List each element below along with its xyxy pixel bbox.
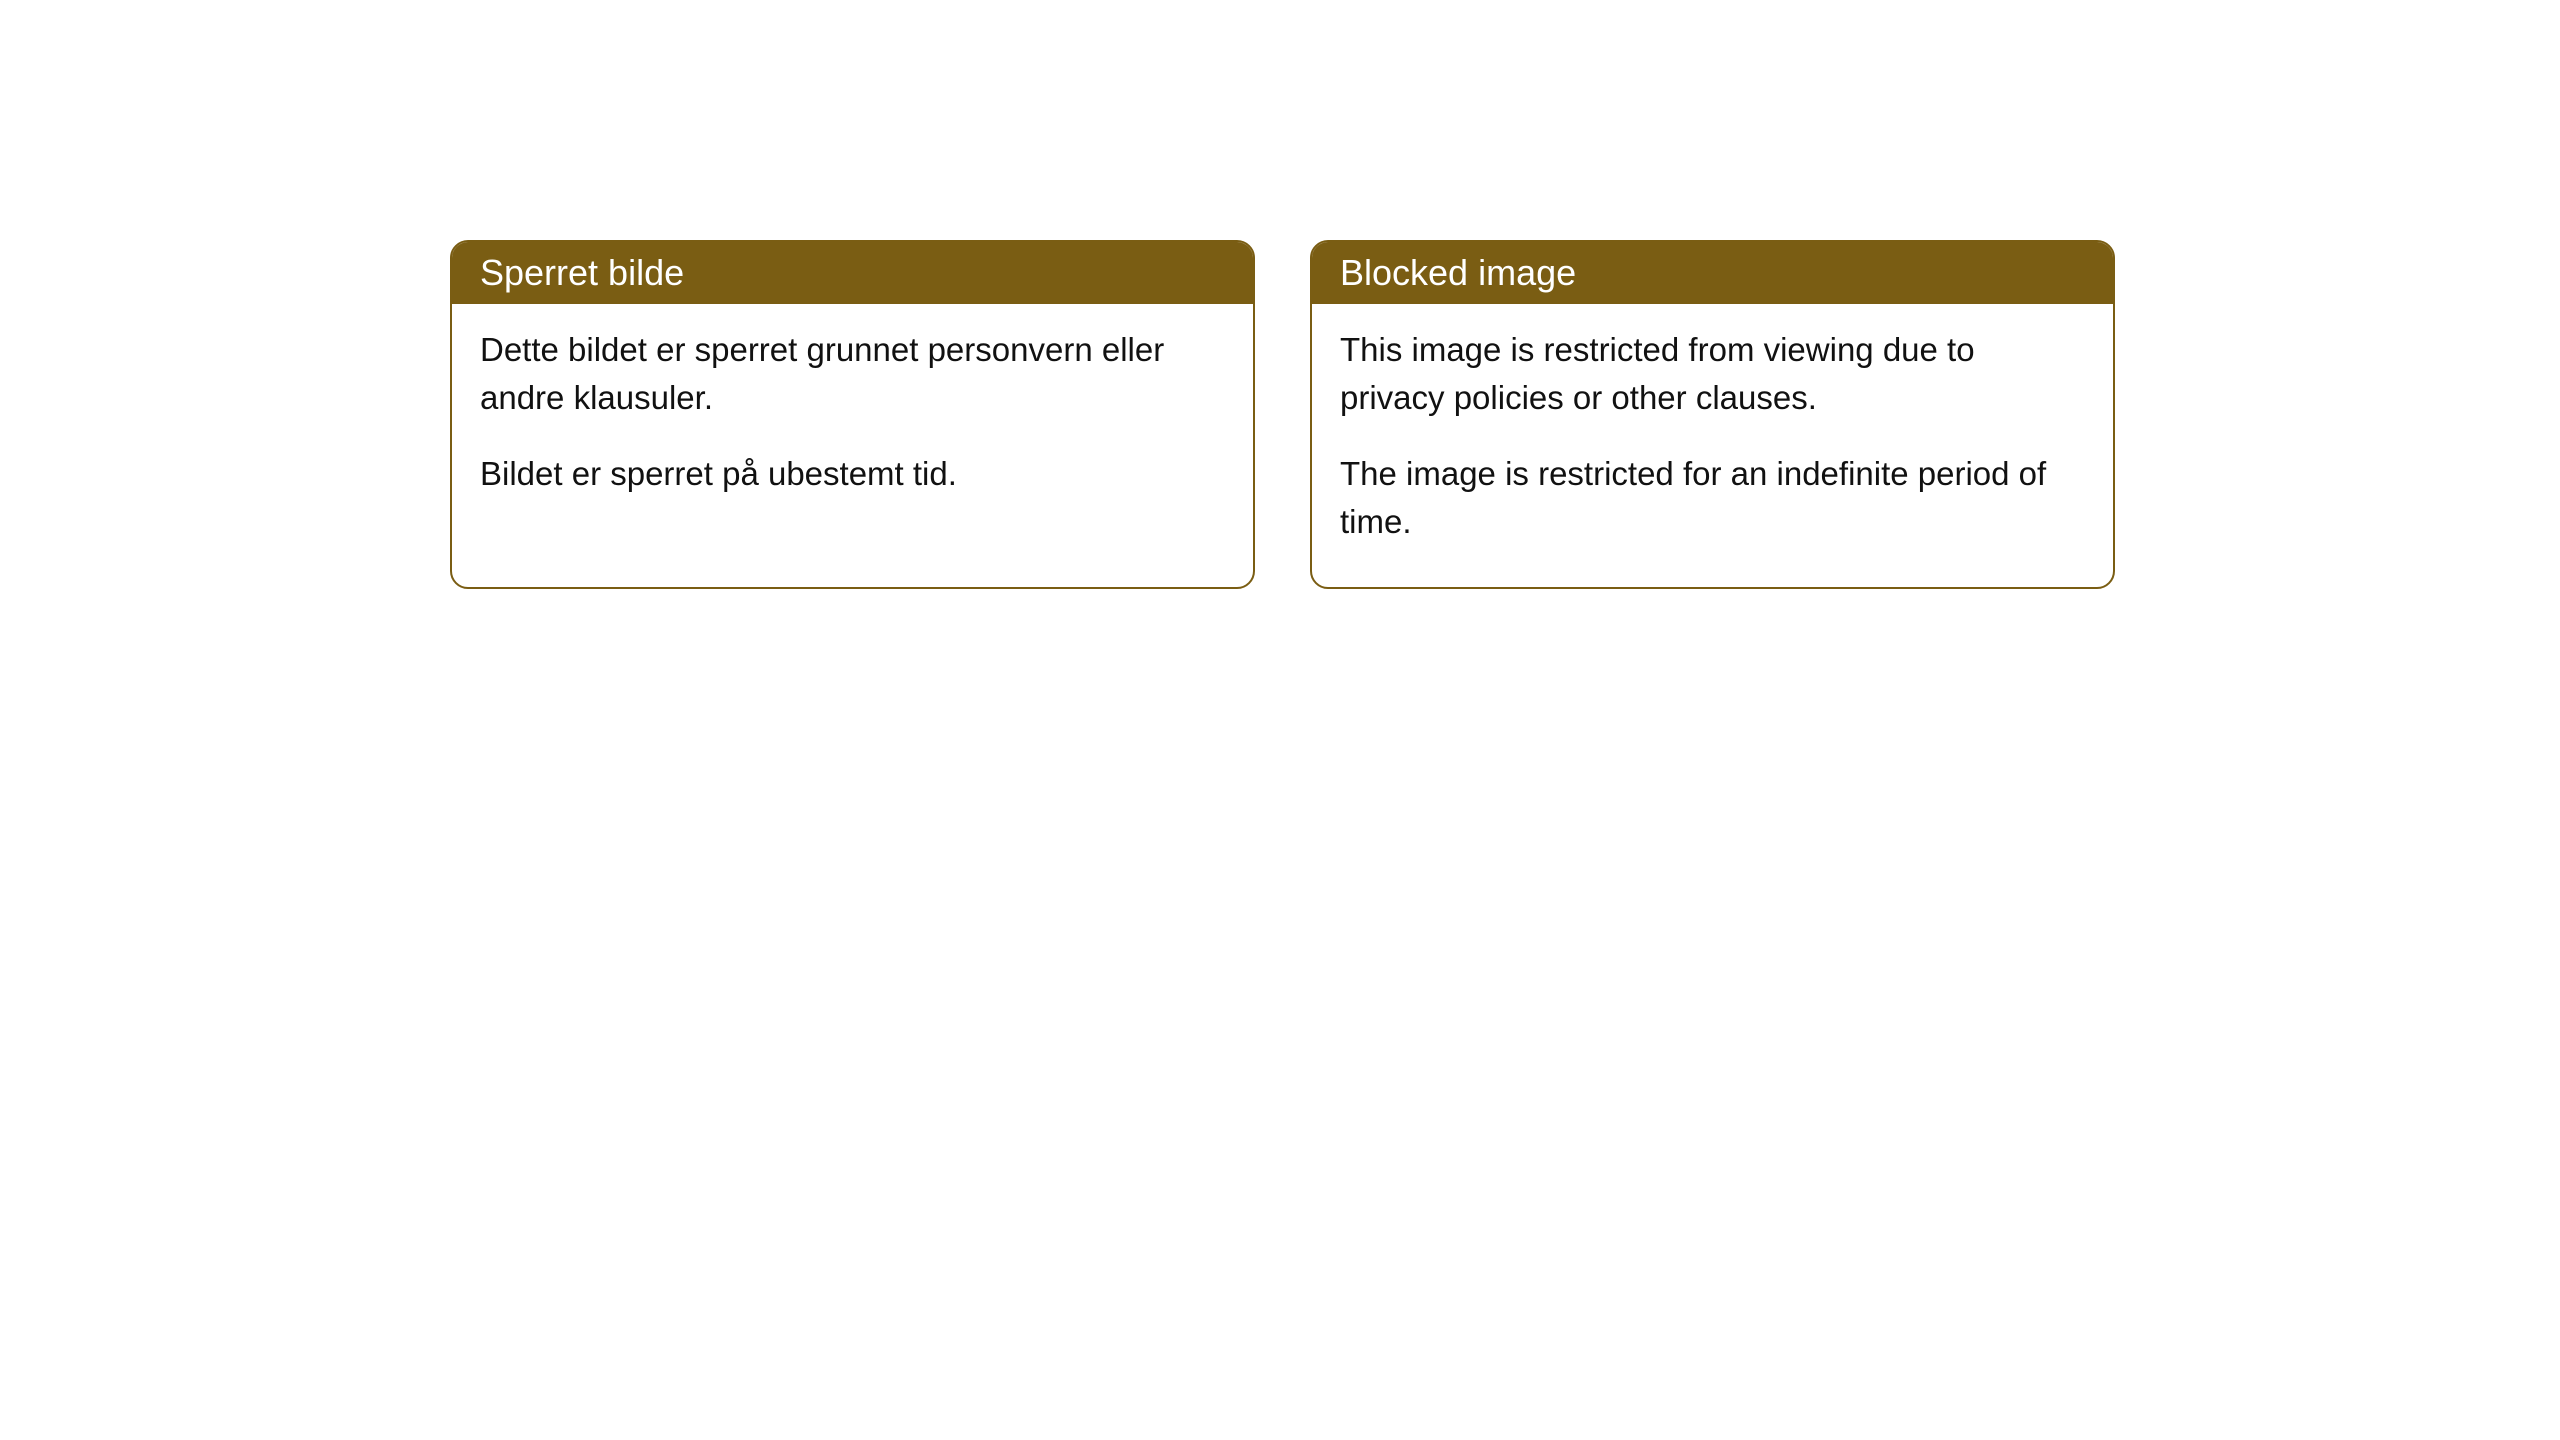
card-header-english: Blocked image — [1312, 242, 2113, 304]
notice-cards-container: Sperret bilde Dette bildet er sperret gr… — [450, 240, 2115, 589]
card-body-english: This image is restricted from viewing du… — [1312, 304, 2113, 587]
notice-card-english: Blocked image This image is restricted f… — [1310, 240, 2115, 589]
notice-card-norwegian: Sperret bilde Dette bildet er sperret gr… — [450, 240, 1255, 589]
card-body-paragraph: Bildet er sperret på ubestemt tid. — [480, 450, 1225, 498]
card-body-paragraph: Dette bildet er sperret grunnet personve… — [480, 326, 1225, 422]
card-body-paragraph: The image is restricted for an indefinit… — [1340, 450, 2085, 546]
card-body-paragraph: This image is restricted from viewing du… — [1340, 326, 2085, 422]
card-header-norwegian: Sperret bilde — [452, 242, 1253, 304]
card-body-norwegian: Dette bildet er sperret grunnet personve… — [452, 304, 1253, 540]
